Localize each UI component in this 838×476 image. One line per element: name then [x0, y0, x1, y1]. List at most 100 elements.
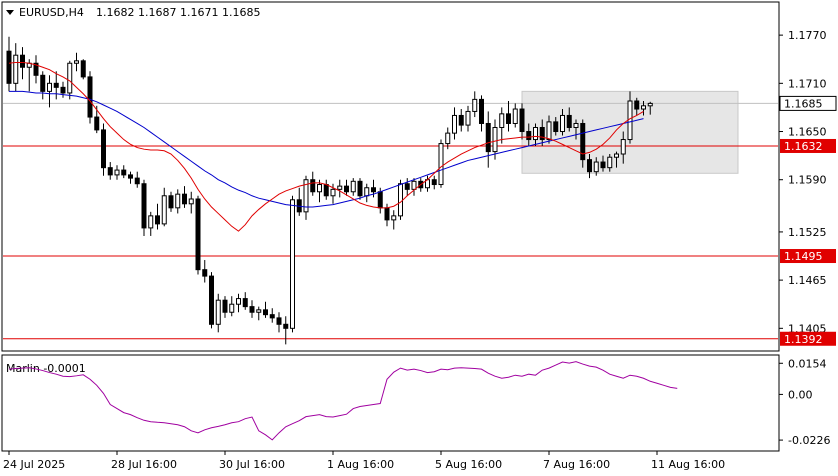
- candle-body-24: [168, 195, 174, 209]
- candle-body-66: [452, 114, 457, 134]
- candle-14: [101, 123, 106, 176]
- time-tick-label-0: 24 Jul 2025: [3, 458, 65, 471]
- time-tick-label-4: 5 Aug 16:00: [435, 458, 502, 471]
- time-tick-label-6: 11 Aug 16:00: [651, 458, 725, 471]
- candle-65: [445, 127, 451, 150]
- candle-34: [236, 293, 241, 313]
- candle-body-80: [546, 121, 552, 141]
- candle-body-84: [573, 122, 579, 129]
- candle-17: [121, 165, 127, 179]
- candle-body-89: [607, 156, 613, 169]
- candle-body-87: [593, 161, 599, 173]
- candle-10: [74, 52, 79, 72]
- time-tick-label-3: 1 Aug 16:00: [327, 458, 394, 471]
- candle-body-38: [263, 309, 268, 316]
- time-tick-label-2: 30 Jul 16:00: [219, 458, 285, 471]
- candle-body-77: [526, 131, 532, 141]
- candle-63: [431, 175, 437, 190]
- candle-body-17: [121, 169, 127, 176]
- candle-body-48: [330, 188, 336, 197]
- candle-21: [148, 211, 154, 236]
- candle-19: [134, 171, 140, 188]
- candle-73: [499, 107, 505, 144]
- candle-23: [161, 187, 167, 227]
- candle-body-45: [310, 179, 316, 193]
- price-tick-label-4: 1.1525: [788, 226, 827, 239]
- candle-50: [344, 179, 349, 196]
- candle-88: [600, 155, 606, 172]
- candle-16: [114, 165, 120, 180]
- candle-38: [263, 301, 268, 318]
- candle-body-53: [364, 187, 370, 197]
- level-label-1: 1.1495: [784, 250, 823, 263]
- candle-body-32: [222, 299, 228, 313]
- candle-body-33: [229, 303, 235, 313]
- candle-body-94: [641, 105, 646, 110]
- candle-25: [175, 189, 181, 214]
- candle-body-63: [431, 179, 437, 186]
- time-tick-label-5: 7 Aug 16:00: [543, 458, 610, 471]
- candle-body-23: [161, 195, 167, 225]
- candle-body-55: [377, 191, 383, 209]
- candle-49: [337, 179, 343, 198]
- candle-body-58: [398, 183, 403, 217]
- candle-15: [107, 162, 113, 180]
- candle-6: [47, 75, 52, 108]
- candle-body-18: [128, 174, 133, 179]
- horizontal-levels: [3, 145, 778, 340]
- candle-body-4: [33, 62, 39, 76]
- candle-body-42: [290, 199, 295, 329]
- candle-body-31: [215, 299, 221, 325]
- candle-8: [60, 81, 66, 98]
- level-label-2: 1.1392: [784, 333, 823, 346]
- candle-71: [485, 111, 491, 168]
- candle-body-27: [188, 198, 194, 205]
- candle-59: [404, 178, 410, 196]
- candle-body-36: [249, 306, 255, 313]
- candle-body-49: [337, 185, 343, 190]
- current-price-label-text: 1.1685: [784, 97, 823, 110]
- candle-74: [506, 100, 511, 132]
- current-price-label-box: [779, 95, 837, 111]
- candle-body-46: [317, 184, 322, 193]
- time-axis: 24 Jul 2025 28 Jul 16:00 30 Jul 16:00 1 Aug…: [3, 451, 725, 471]
- candle-body-6: [47, 82, 52, 92]
- candle-body-85: [580, 122, 586, 161]
- candle-body-79: [539, 127, 545, 141]
- main-price-panel[interactable]: 1.1770 1.1710 1.1650 1.1590 1.1525 1.1465 1.14…: [1, 1, 837, 352]
- candle-body-0: [6, 50, 12, 84]
- price-tick-label-5: 1.1465: [788, 274, 827, 287]
- indicator-tick-label-1: 0.00: [788, 388, 813, 401]
- candle-0: [6, 36, 12, 92]
- candle-body-82: [560, 114, 565, 133]
- candle-body-69: [472, 98, 478, 112]
- candle-45: [310, 171, 316, 196]
- candle-1: [13, 43, 19, 92]
- marlin-indicator-panel[interactable]: Marlin -0.0001 0.0154 0.00 -0.0226: [1, 354, 830, 452]
- level-price-labels: 1.1632 1.1495 1.1392: [780, 138, 836, 346]
- ohlc-values: 1.1682 1.1687 1.1671 1.1685: [96, 6, 260, 19]
- main-panel-frame: [1, 1, 780, 352]
- candle-body-34: [236, 298, 241, 305]
- candle-body-39: [269, 314, 275, 319]
- candle-body-35: [242, 298, 248, 308]
- time-tick-label-1: 28 Jul 16:00: [111, 458, 177, 471]
- candle-body-13: [94, 116, 100, 131]
- candle-68: [465, 105, 471, 132]
- candle-36: [249, 300, 255, 318]
- candle-body-73: [499, 113, 505, 129]
- candle-body-28: [195, 198, 201, 271]
- candle-body-52: [357, 180, 363, 197]
- candle-body-81: [553, 121, 559, 133]
- candle-77: [526, 123, 532, 146]
- candle-79: [539, 119, 545, 146]
- candle-body-90: [614, 153, 619, 158]
- candle-body-70: [479, 98, 484, 124]
- candle-body-9: [67, 62, 73, 94]
- current-price-label: 1.1685: [779, 95, 837, 111]
- candle-body-88: [600, 161, 606, 169]
- candle-body-1: [13, 54, 19, 84]
- candle-body-76: [519, 108, 525, 133]
- dropdown-triangle-icon[interactable]: [6, 10, 14, 15]
